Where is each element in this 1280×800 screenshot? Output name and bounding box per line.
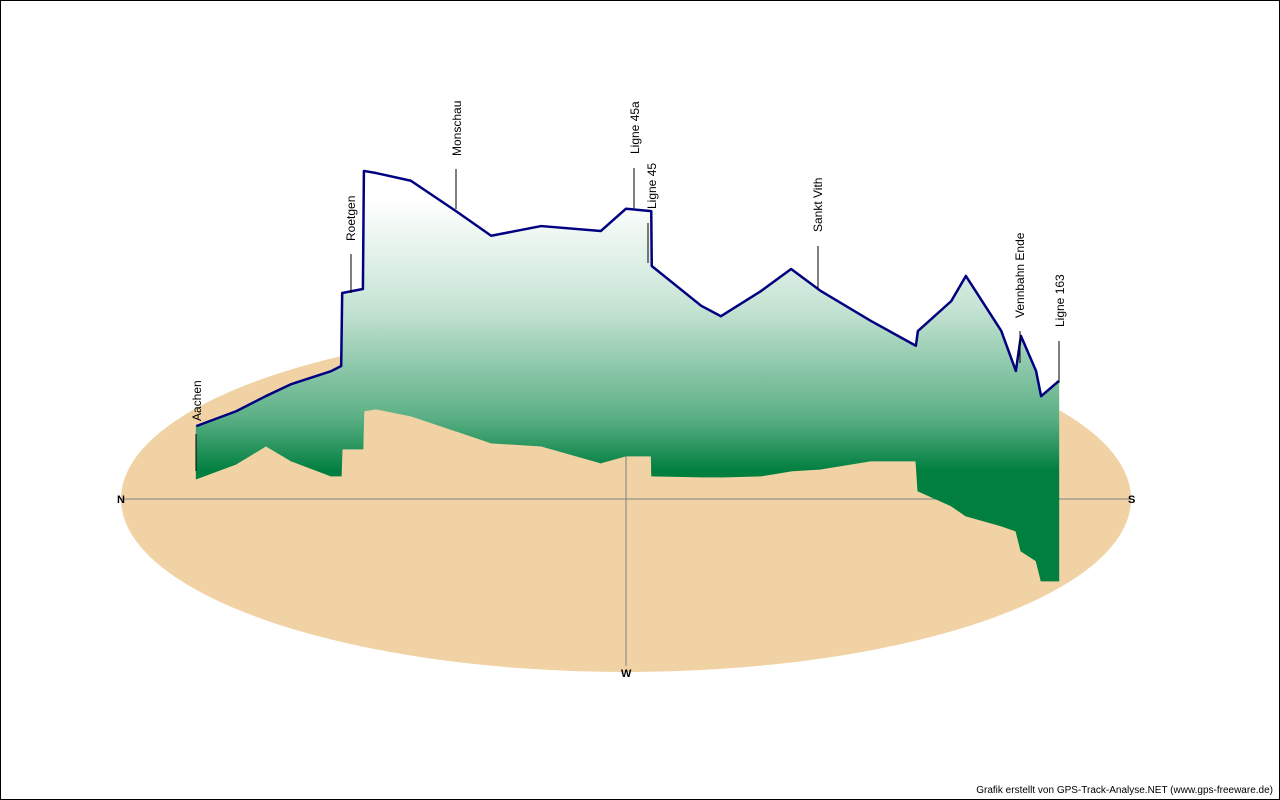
elevation-curtain-segment bbox=[363, 170, 377, 412]
elevation-curtain-segment bbox=[917, 300, 952, 507]
elevation-curtain-segment bbox=[950, 274, 967, 517]
waypoint-label: Sankt Vith bbox=[811, 178, 825, 232]
waypoint-label: Monschau bbox=[450, 101, 464, 156]
elevation-curtain-segment bbox=[625, 208, 652, 457]
elevation-curtain-segment bbox=[490, 225, 542, 447]
elevation-curtain-segment bbox=[290, 370, 332, 477]
waypoint-label: Aachen bbox=[190, 380, 204, 421]
elevation-curtain-segment bbox=[1040, 380, 1060, 582]
elevation-curtain-segment bbox=[1020, 335, 1037, 562]
elevation-curtain-segment bbox=[965, 274, 1002, 527]
elevation-curtain-segment bbox=[720, 290, 762, 478]
elevation-curtain-segment bbox=[540, 225, 602, 464]
north-label: N bbox=[117, 494, 125, 506]
waypoint-label: Ligne 163 bbox=[1053, 274, 1067, 327]
elevation-curtain-segment bbox=[600, 207, 627, 464]
waypoint-label: Vennbahn Ende bbox=[1013, 232, 1027, 318]
elevation-curtain-segment bbox=[330, 365, 342, 477]
elevation-curtain-segment bbox=[760, 268, 792, 477]
elevation-curtain-segment bbox=[1035, 370, 1042, 582]
credit-footer: Grafik erstellt von GPS-Track-Analyse.NE… bbox=[976, 785, 1273, 796]
west-label: W bbox=[621, 668, 632, 680]
elevation-curtain-segment bbox=[375, 172, 412, 417]
elevation-curtain-segment bbox=[1000, 330, 1017, 532]
track-elevation-line bbox=[195, 169, 1060, 428]
south-label: S bbox=[1128, 494, 1135, 506]
elevation-curtain-segment bbox=[410, 180, 457, 432]
elevation-curtain-segment bbox=[455, 210, 492, 444]
elevation-curtain-segment bbox=[341, 288, 364, 450]
elevation-curtain-segment bbox=[790, 268, 822, 472]
waypoint-label: Ligne 45 bbox=[645, 163, 659, 209]
elevation-curtain-segment bbox=[700, 305, 722, 478]
waypoint-labels bbox=[195, 168, 1060, 471]
waypoint-label: Ligne 45a bbox=[628, 101, 642, 154]
waypoint-label: Roetgen bbox=[344, 196, 358, 241]
elevation-curtain-segment bbox=[651, 265, 702, 478]
